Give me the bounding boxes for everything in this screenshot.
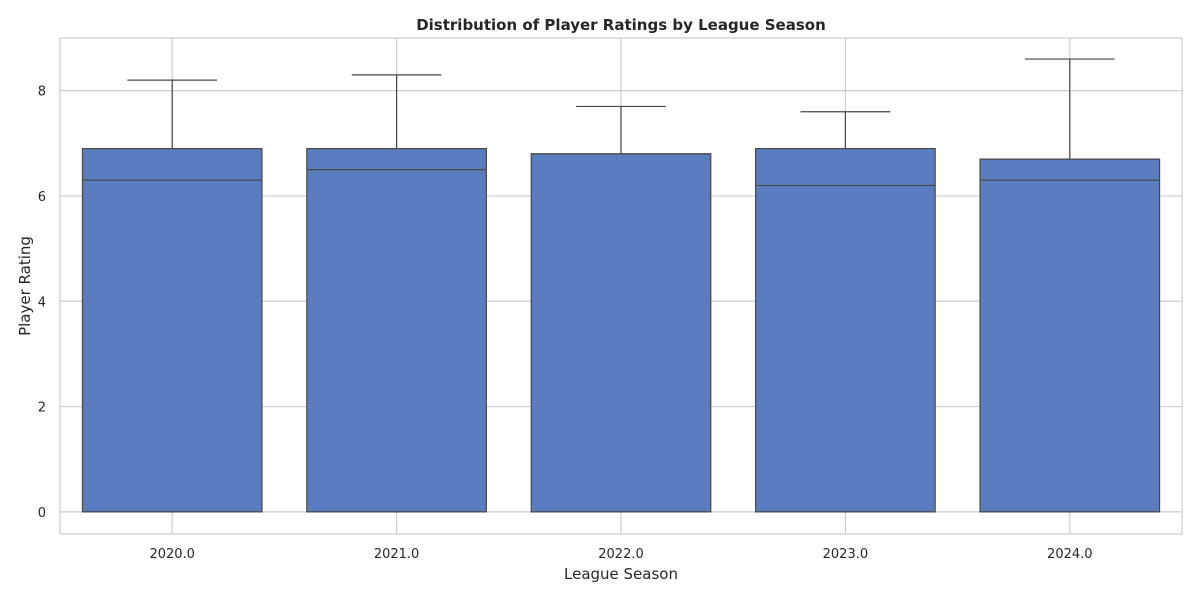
y-axis-label: Player Rating bbox=[16, 236, 34, 336]
box-group bbox=[755, 111, 936, 513]
box-group bbox=[306, 74, 487, 513]
box-group bbox=[530, 105, 712, 513]
box-body bbox=[81, 147, 263, 513]
box-body bbox=[755, 147, 936, 513]
x-tick-label: 2024.0 bbox=[1047, 547, 1093, 562]
x-axis-label: League Season bbox=[564, 565, 678, 583]
x-tick-labels: 2020.0 2021.0 2022.0 2023.0 2024.0 bbox=[149, 547, 1092, 562]
y-tick-label: 0 bbox=[38, 506, 46, 521]
boxes bbox=[81, 58, 1161, 513]
y-tick-label: 8 bbox=[38, 85, 46, 100]
box-body bbox=[979, 158, 1161, 513]
plot-frame bbox=[59, 37, 1183, 535]
y-tick-label: 4 bbox=[38, 295, 46, 310]
y-tick-label: 2 bbox=[38, 401, 46, 416]
y-tick-labels: 0 2 4 6 8 bbox=[38, 85, 46, 521]
x-tick-label: 2021.0 bbox=[374, 547, 420, 562]
chart-title: Distribution of Player Ratings by League… bbox=[416, 16, 826, 34]
x-tick-label: 2020.0 bbox=[149, 547, 195, 562]
y-tick-label: 6 bbox=[38, 190, 46, 205]
box-body bbox=[530, 153, 712, 513]
box-group bbox=[81, 79, 263, 513]
x-tick-label: 2022.0 bbox=[598, 547, 644, 562]
box-group bbox=[979, 58, 1161, 513]
x-tick-label: 2023.0 bbox=[823, 547, 869, 562]
box-body bbox=[306, 147, 487, 513]
